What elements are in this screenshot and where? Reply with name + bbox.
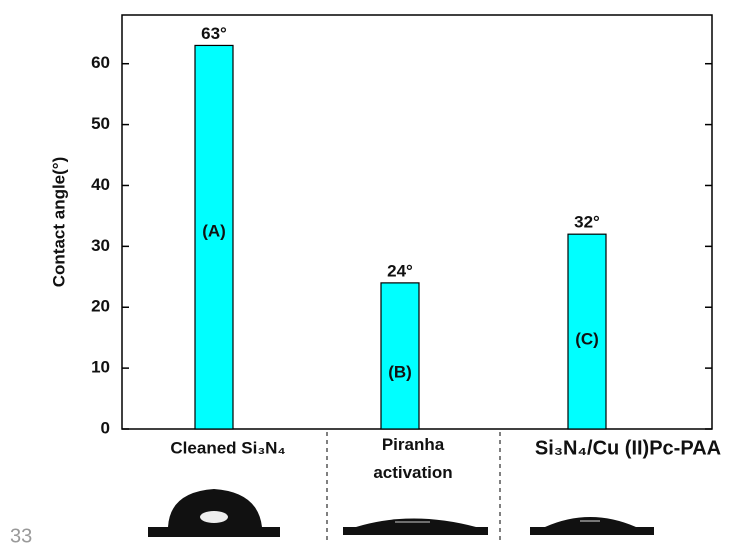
bar-label: (C)	[575, 329, 599, 348]
y-tick-label: 60	[91, 53, 110, 72]
y-tick-label: 30	[91, 236, 110, 255]
y-axis-label: Contact angle(°)	[49, 157, 68, 288]
chart: Contact angle(°) 33 0 10 20 30 40 50 60 63° (A) C…	[0, 0, 734, 548]
page-number: 33	[10, 525, 32, 547]
y-tick-label: 50	[91, 114, 110, 133]
droplet-images	[148, 489, 654, 537]
y-tick-label: 10	[91, 358, 110, 377]
y-tick-label: 40	[91, 175, 110, 194]
bar-label: (A)	[202, 221, 226, 240]
bar-label: (B)	[388, 362, 412, 381]
y-tick-label: 0	[101, 418, 110, 437]
value-label: 32°	[574, 213, 600, 232]
bar	[381, 283, 419, 429]
x-tick-label: Cleaned Si₃N₄	[170, 438, 285, 457]
value-label: 24°	[387, 261, 413, 280]
value-label: 63°	[201, 24, 227, 43]
x-tick-label: Si₃N₄/Cu (II)Pc-PAA	[535, 437, 721, 459]
y-tick-label: 20	[91, 297, 110, 316]
